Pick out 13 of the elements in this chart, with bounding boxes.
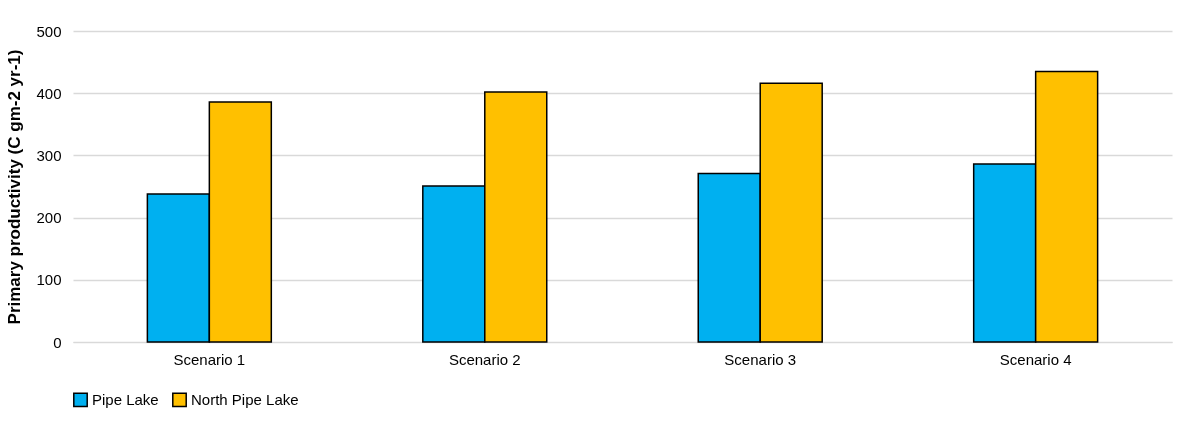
y-tick-label: 400 <box>36 84 62 102</box>
legend-label: North Pipe Lake <box>191 390 299 408</box>
x-tick-label: Scenario 2 <box>448 350 521 368</box>
x-tick-label: Scenario 3 <box>724 350 797 368</box>
x-tick-label: Scenario 1 <box>173 350 246 368</box>
y-axis-title: Primary productivity (C gm-2 yr-1) <box>5 49 25 325</box>
y-tick-label: 500 <box>36 22 62 40</box>
y-tick-label: 300 <box>36 146 62 164</box>
x-tick-label: Scenario 4 <box>999 350 1072 368</box>
y-tick-label: 100 <box>36 271 62 289</box>
y-tick-label: 0 <box>53 333 62 351</box>
legend-label: Pipe Lake <box>92 390 159 408</box>
y-tick-label: 200 <box>36 209 62 227</box>
